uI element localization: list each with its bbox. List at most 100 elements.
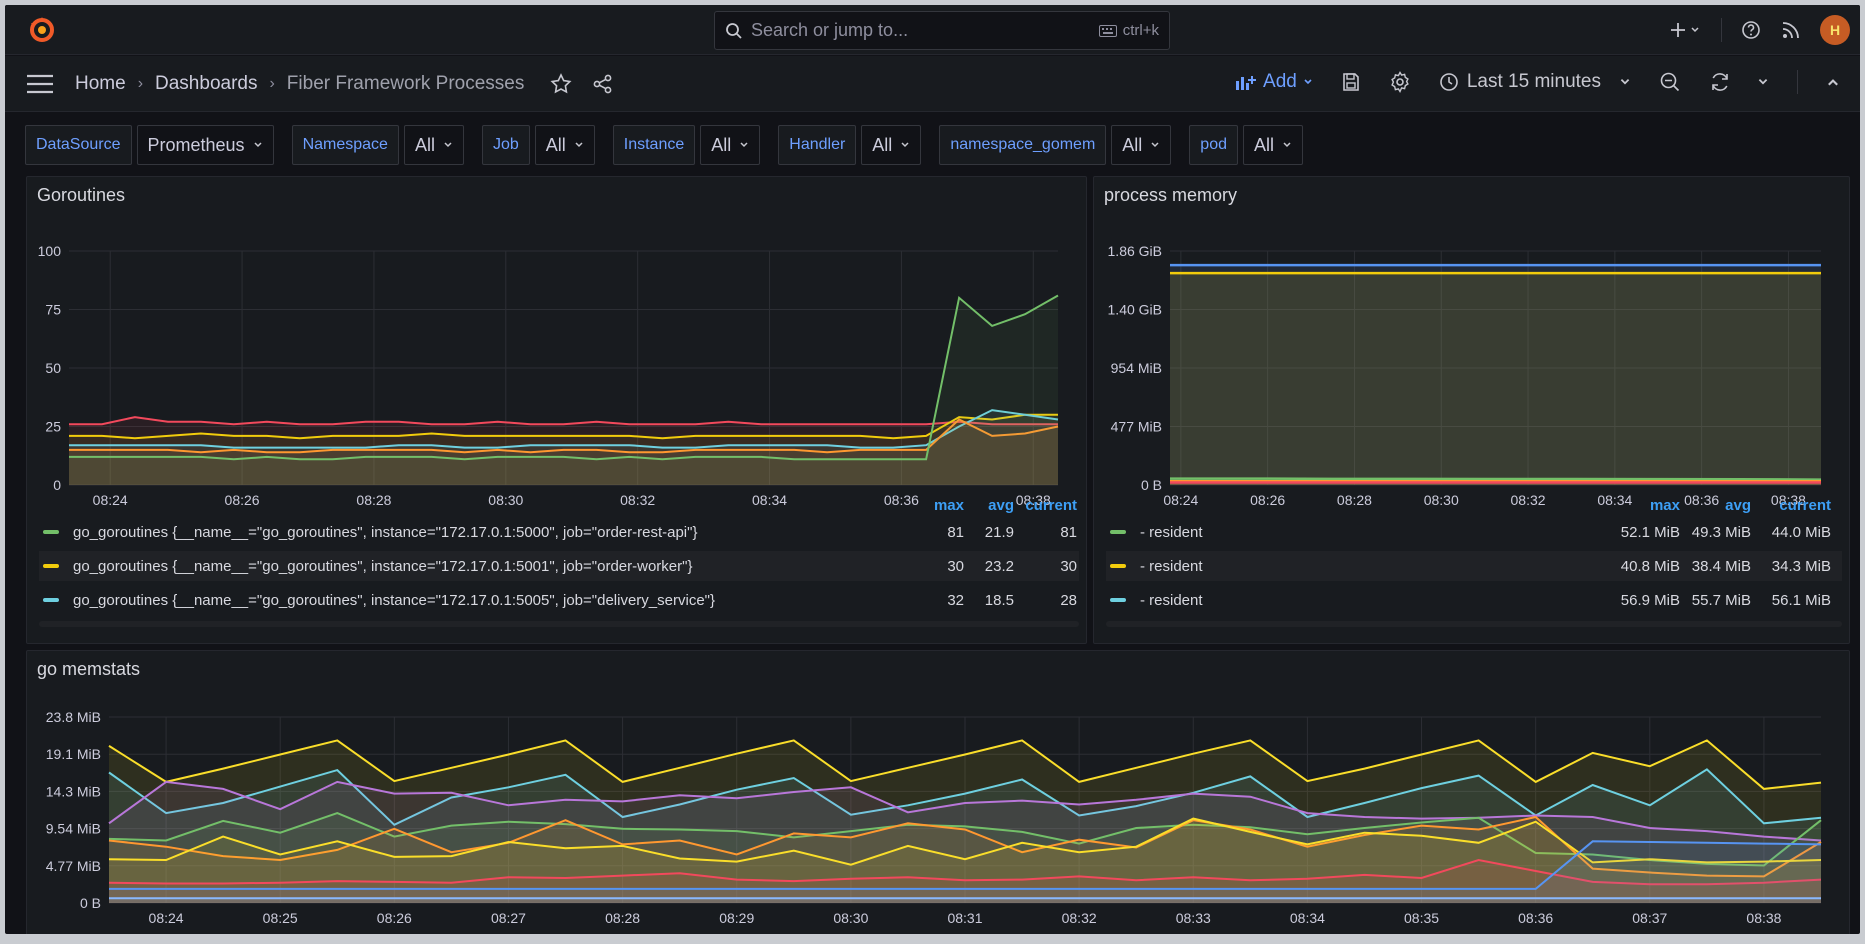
panel-title: process memory xyxy=(1104,185,1238,205)
y-tick-label: 0 xyxy=(53,477,61,493)
legend-row[interactable]: - resident 40.8 MiB 38.4 MiB 34.3 MiB xyxy=(1106,551,1842,581)
dashboard-actions: Add Last 15 minutes xyxy=(1235,70,1840,94)
legend-header-max[interactable]: max xyxy=(933,497,964,514)
y-tick-label: 50 xyxy=(45,360,61,376)
series-area-1 xyxy=(1170,273,1821,485)
legend-value-avg: 49.3 MiB xyxy=(1691,523,1751,541)
time-range-label: Last 15 minutes xyxy=(1466,71,1601,92)
variable-value: All xyxy=(545,134,566,155)
panel-go-memstats: go memstats 0 B 4.77 MiB 9.54 MiB 14.3 MiB 1… xyxy=(26,650,1850,934)
top-right-actions: H xyxy=(1667,15,1850,45)
series-line-7 xyxy=(109,840,1822,890)
breadcrumb-dashboards[interactable]: Dashboards xyxy=(155,73,258,94)
menu-icon[interactable] xyxy=(27,73,53,95)
variable-select[interactable]: All xyxy=(403,125,464,165)
chevron-down-icon xyxy=(254,142,262,148)
series-line-3 xyxy=(69,418,1059,454)
legend-header-max[interactable]: max xyxy=(1649,497,1680,514)
legend-value-current: 81 xyxy=(1060,523,1077,541)
y-tick-label: 100 xyxy=(38,243,62,259)
search-input[interactable]: Search or jump to... ctrl+k xyxy=(714,11,1170,50)
legend-series-name: - resident xyxy=(1140,591,1203,609)
star-icon[interactable] xyxy=(550,73,572,95)
variable-value: All xyxy=(414,134,435,155)
series-color-swatch xyxy=(43,530,59,534)
legend-row[interactable]: - resident 52.1 MiB 49.3 MiB 44.0 MiB xyxy=(1106,517,1842,547)
series-line-1 xyxy=(69,413,1058,440)
add-button[interactable]: Add xyxy=(1235,71,1313,93)
legend-scrollbar[interactable] xyxy=(1106,621,1842,627)
legend-row[interactable]: go_goroutines {__name__="go_goroutines",… xyxy=(39,517,1079,547)
legend-header-avg[interactable]: avg xyxy=(1725,497,1751,514)
variable-label: Instance xyxy=(612,125,696,165)
variable-select[interactable]: All xyxy=(1111,125,1172,165)
variable-select[interactable]: Prometheus xyxy=(136,125,274,165)
variable-datasource: DataSource Prometheus xyxy=(25,125,274,165)
series-line-0 xyxy=(108,739,1822,790)
breadcrumb-home[interactable]: Home xyxy=(75,73,126,94)
series-area-8 xyxy=(109,898,1821,903)
legend-row[interactable]: - resident 56.9 MiB 55.7 MiB 56.1 MiB xyxy=(1106,585,1842,615)
zoom-out-icon[interactable] xyxy=(1659,71,1681,93)
grafana-app: Search or jump to... ctrl+k H Home xyxy=(5,5,1860,934)
variable-instance: Instance All xyxy=(612,125,761,165)
help-button[interactable] xyxy=(1740,19,1762,41)
legend-row[interactable]: go_goroutines {__name__="go_goroutines",… xyxy=(39,585,1079,615)
chevron-down-icon xyxy=(1283,142,1291,148)
x-tick-label: 08:36 xyxy=(1518,910,1553,926)
time-range-picker[interactable]: Last 15 minutes xyxy=(1439,71,1631,93)
variable-select[interactable]: All xyxy=(700,125,761,165)
series-area-2 xyxy=(109,781,1821,903)
news-button[interactable] xyxy=(1780,19,1802,41)
save-icon[interactable] xyxy=(1341,72,1361,92)
x-tick-label: 08:29 xyxy=(719,910,754,926)
x-tick-label: 08:36 xyxy=(1684,492,1719,508)
legend-header-current[interactable]: current xyxy=(1779,497,1831,514)
goroutines-legend: max avg current go_goroutines {__name__="go… xyxy=(39,497,1079,637)
panel-process-memory: process memory 0 B 477 MiB 954 MiB 1.40 GiB… xyxy=(1093,176,1850,644)
series-area-2 xyxy=(69,410,1058,485)
legend-value-avg: 21.9 xyxy=(984,523,1014,541)
chevron-down-icon[interactable] xyxy=(1757,76,1769,88)
legend-header-avg[interactable]: avg xyxy=(988,497,1014,514)
y-tick-label: 1.86 GiB xyxy=(1108,243,1162,259)
legend-header-current[interactable]: current xyxy=(1025,497,1077,514)
chevron-down-icon xyxy=(444,142,452,148)
user-avatar[interactable]: H xyxy=(1820,15,1850,45)
goroutines-chart[interactable]: 0 25 50 75 100 08:24 08:26 08:28 08:30 08:32 08:34… xyxy=(27,227,1086,537)
series-area-6 xyxy=(109,860,1821,903)
process-memory-chart[interactable]: 0 B 477 MiB 954 MiB 1.40 GiB 1.86 GiB 08:24 08… xyxy=(1094,227,1849,537)
breadcrumb-separator-icon: › xyxy=(137,75,144,92)
variable-select[interactable]: All xyxy=(534,125,595,165)
x-tick-label: 08:38 xyxy=(1771,492,1806,508)
variable-job: Job All xyxy=(481,125,595,165)
variable-label: Job xyxy=(481,125,530,165)
legend-scrollbar[interactable] xyxy=(39,621,1079,627)
x-tick-label: 08:36 xyxy=(884,492,919,508)
x-tick-label: 08:30 xyxy=(833,910,868,926)
legend-value-current: 56.1 MiB xyxy=(1771,591,1831,609)
share-icon[interactable] xyxy=(592,73,614,95)
refresh-icon[interactable] xyxy=(1709,71,1731,93)
variable-select[interactable]: All xyxy=(861,125,922,165)
panel-goroutines: Goroutines 0 25 50 75 100 08:24 08:26 08:28 08:3… xyxy=(26,176,1087,644)
dashboard-nav-bar: Home › Dashboards › Fiber Framework Proc… xyxy=(5,56,1860,112)
legend-row[interactable]: go_goroutines {__name__="go_goroutines",… xyxy=(39,551,1079,581)
legend-value-max: 56.9 MiB xyxy=(1620,591,1680,609)
new-menu-button[interactable] xyxy=(1667,19,1703,41)
collapse-chevron-up-icon[interactable] xyxy=(1826,75,1840,89)
legend-value-current: 30 xyxy=(1060,557,1077,575)
x-tick-label: 08:33 xyxy=(1176,910,1211,926)
chevron-down-icon xyxy=(575,142,583,148)
settings-gear-icon[interactable] xyxy=(1389,71,1411,93)
variable-select[interactable]: All xyxy=(1243,125,1304,165)
series-line-4 xyxy=(69,294,1059,461)
x-tick-label: 08:25 xyxy=(263,910,298,926)
x-tick-label: 08:32 xyxy=(1062,910,1097,926)
grafana-logo-icon[interactable] xyxy=(27,15,57,45)
y-tick-label: 14.3 MiB xyxy=(46,783,101,799)
y-tick-label: 9.54 MiB xyxy=(46,821,101,837)
go-memstats-chart[interactable]: 0 B 4.77 MiB 9.54 MiB 14.3 MiB 19.1 MiB 23.8 … xyxy=(27,693,1849,934)
series-line-3 xyxy=(108,812,1822,867)
keyboard-icon xyxy=(1098,24,1117,37)
